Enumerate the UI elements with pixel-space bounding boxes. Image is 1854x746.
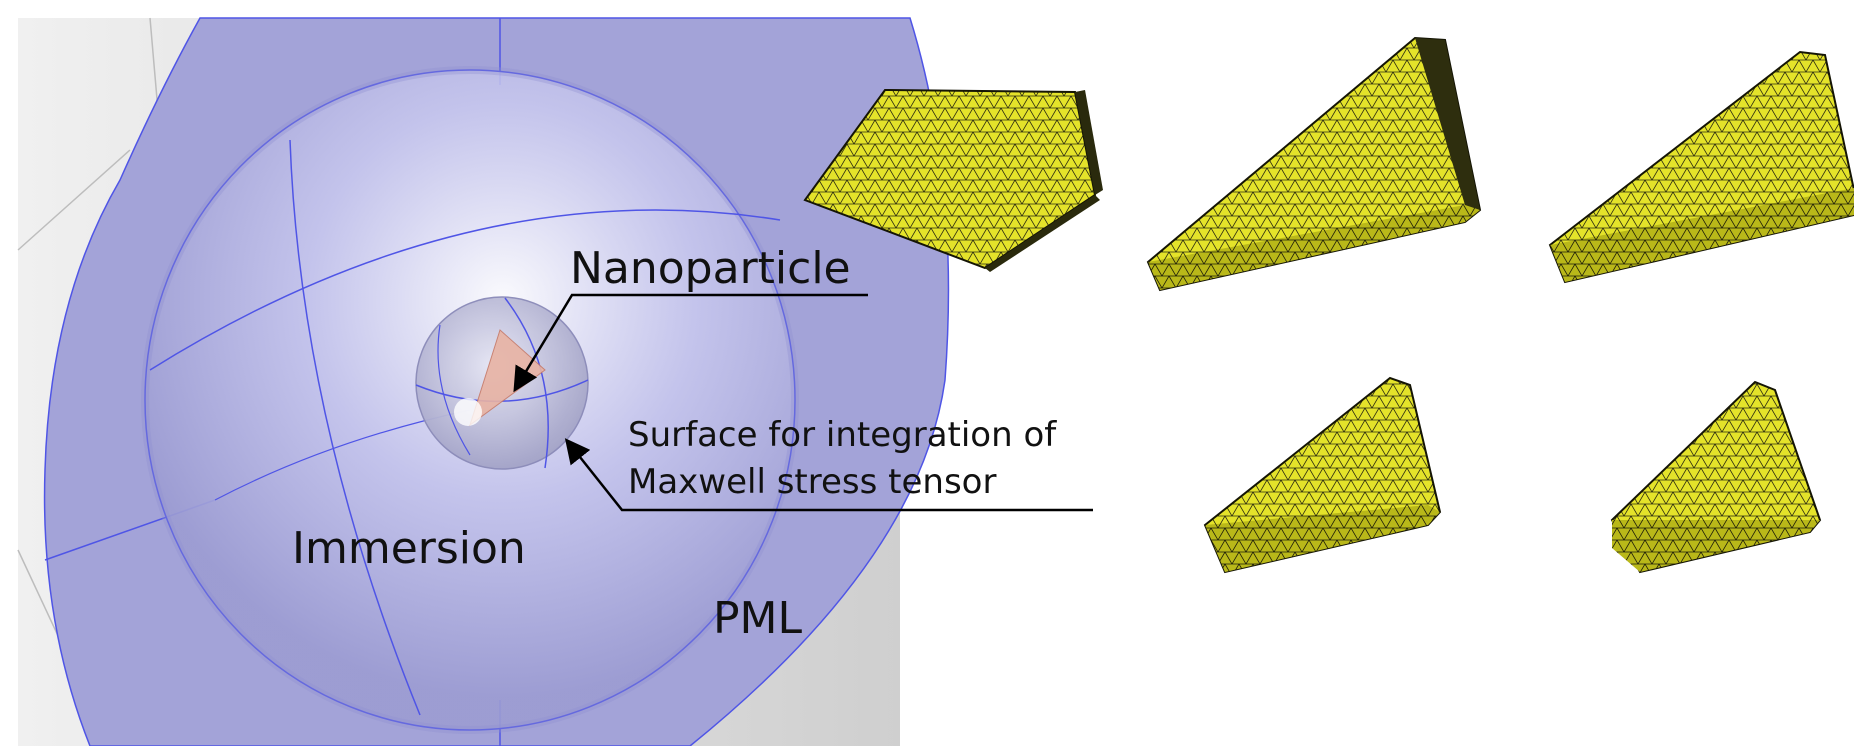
- nanoparticle-shape: [469, 329, 546, 427]
- integration-surface-sphere: [415, 296, 589, 470]
- mesh-particle-triangle-1: [1146, 36, 1482, 292]
- mesh-particle-pentagon: [803, 88, 1103, 272]
- surface-label-line-2: Maxwell stress tensor: [628, 462, 996, 502]
- surface-label-line-1: Surface for integration of: [628, 415, 1057, 455]
- mesh-particle-triangle-4: [1610, 380, 1822, 574]
- surface-leader: [564, 438, 1093, 512]
- nanoparticle-mesh-views: [803, 36, 1854, 574]
- pml-label: PML: [713, 593, 802, 644]
- mesh-particle-triangle-3: [1203, 376, 1442, 574]
- immersion-label: Immersion: [292, 523, 526, 574]
- annotation-lines: [513, 293, 1093, 512]
- nanoparticle-label: Nanoparticle: [570, 243, 851, 294]
- mesh-particle-triangle-2: [1548, 50, 1854, 284]
- nanoparticle-leader: [513, 293, 868, 393]
